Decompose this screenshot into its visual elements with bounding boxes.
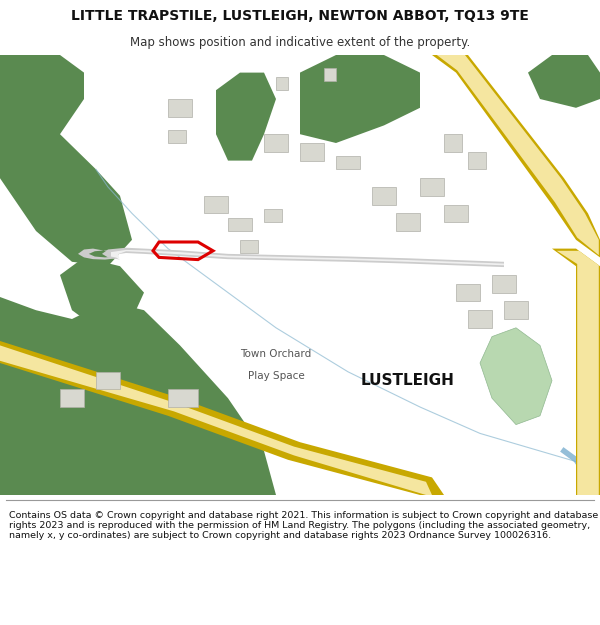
- Polygon shape: [78, 249, 117, 259]
- Polygon shape: [111, 250, 504, 266]
- Polygon shape: [60, 258, 144, 328]
- Polygon shape: [168, 389, 198, 407]
- Polygon shape: [480, 328, 552, 424]
- Polygon shape: [444, 204, 468, 222]
- Polygon shape: [372, 187, 396, 204]
- Text: LUSTLEIGH: LUSTLEIGH: [361, 373, 455, 388]
- Polygon shape: [0, 297, 276, 495]
- Polygon shape: [168, 130, 186, 143]
- Polygon shape: [557, 251, 599, 495]
- Polygon shape: [300, 55, 420, 143]
- Polygon shape: [492, 275, 516, 292]
- Polygon shape: [0, 346, 432, 495]
- Polygon shape: [528, 55, 600, 108]
- Text: Play Space: Play Space: [248, 371, 304, 381]
- Text: Town Orchard: Town Orchard: [241, 349, 311, 359]
- Polygon shape: [432, 55, 600, 258]
- Polygon shape: [276, 77, 288, 90]
- Polygon shape: [468, 310, 492, 328]
- Polygon shape: [504, 301, 528, 319]
- Polygon shape: [264, 134, 288, 152]
- Polygon shape: [0, 341, 444, 495]
- Polygon shape: [336, 156, 360, 169]
- Polygon shape: [60, 389, 84, 407]
- Polygon shape: [468, 152, 486, 169]
- Polygon shape: [396, 213, 420, 231]
- Polygon shape: [437, 55, 599, 255]
- Polygon shape: [0, 55, 132, 266]
- Text: LITTLE TRAPSTILE, LUSTLEIGH, NEWTON ABBOT, TQ13 9TE: LITTLE TRAPSTILE, LUSTLEIGH, NEWTON ABBO…: [71, 9, 529, 24]
- Text: Map shows position and indicative extent of the property.: Map shows position and indicative extent…: [130, 36, 470, 49]
- Text: Contains OS data © Crown copyright and database right 2021. This information is : Contains OS data © Crown copyright and d…: [9, 511, 598, 541]
- Polygon shape: [324, 68, 336, 81]
- Polygon shape: [552, 249, 600, 495]
- Polygon shape: [420, 178, 444, 196]
- Polygon shape: [264, 209, 282, 222]
- Polygon shape: [300, 143, 324, 161]
- Polygon shape: [444, 134, 462, 152]
- Polygon shape: [102, 248, 504, 267]
- Polygon shape: [96, 372, 120, 389]
- Polygon shape: [456, 284, 480, 301]
- Polygon shape: [216, 72, 276, 161]
- Polygon shape: [240, 240, 258, 253]
- Polygon shape: [204, 196, 228, 213]
- Polygon shape: [228, 217, 252, 231]
- Polygon shape: [168, 99, 192, 117]
